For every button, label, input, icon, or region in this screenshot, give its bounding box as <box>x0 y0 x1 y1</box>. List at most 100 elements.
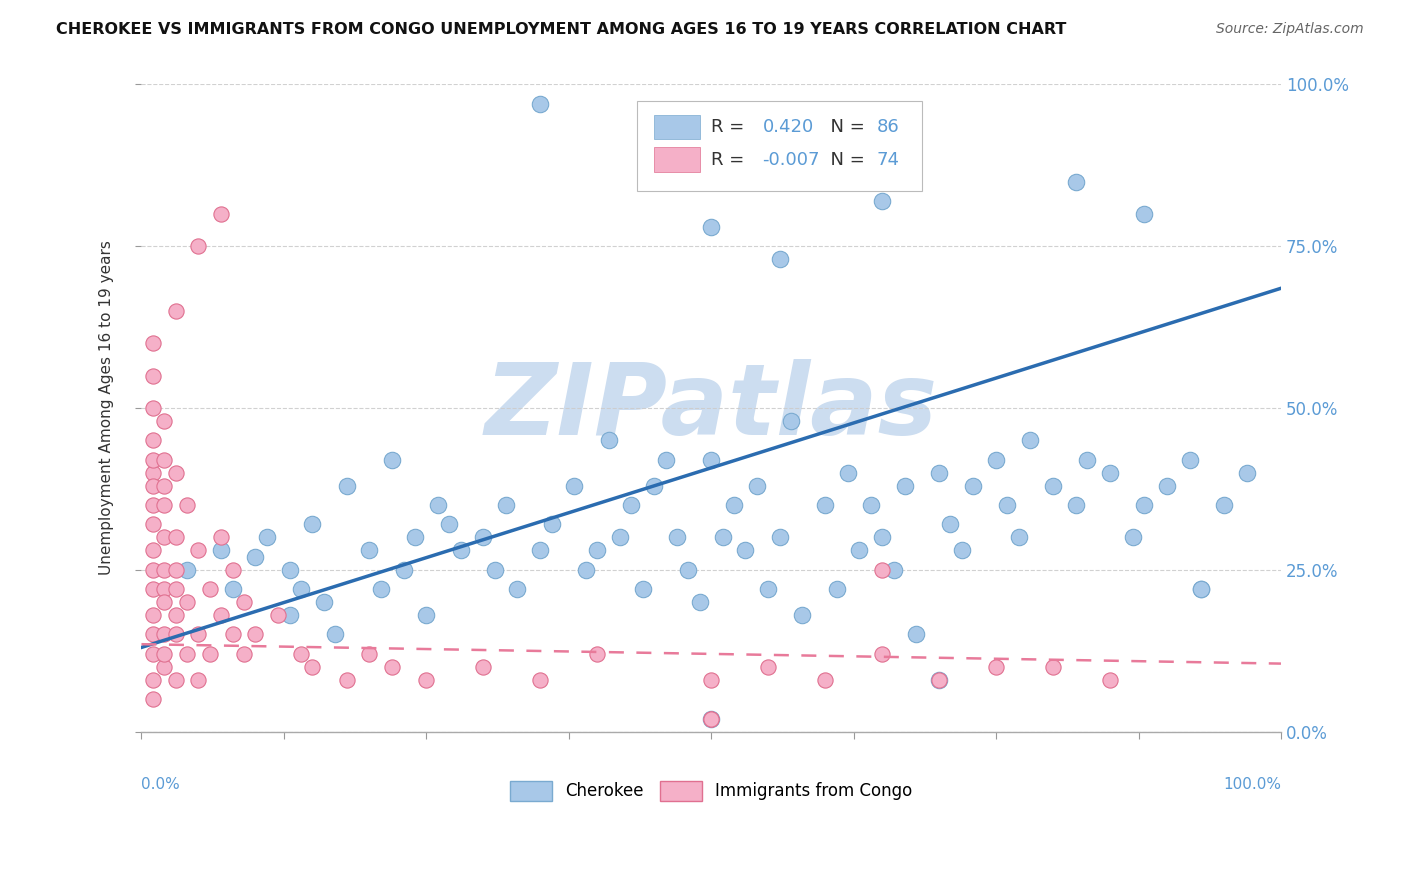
Point <box>165 530 187 544</box>
Point <box>153 452 176 467</box>
Point <box>792 608 814 623</box>
Point <box>928 673 950 687</box>
Text: ZIPatlas: ZIPatlas <box>485 359 938 457</box>
Y-axis label: Unemployment Among Ages 16 to 19 years: Unemployment Among Ages 16 to 19 years <box>100 241 114 575</box>
Point <box>153 595 176 609</box>
Point <box>620 498 643 512</box>
Point <box>278 563 301 577</box>
Point <box>666 530 689 544</box>
Point <box>700 712 723 726</box>
Text: CHEROKEE VS IMMIGRANTS FROM CONGO UNEMPLOYMENT AMONG AGES 16 TO 19 YEARS CORRELA: CHEROKEE VS IMMIGRANTS FROM CONGO UNEMPL… <box>56 22 1067 37</box>
Point <box>370 582 392 597</box>
Text: 74: 74 <box>876 151 900 169</box>
Point <box>700 712 723 726</box>
Point <box>176 647 198 661</box>
Point <box>586 647 609 661</box>
Point <box>165 608 187 623</box>
Point <box>894 155 917 169</box>
Point <box>575 563 598 577</box>
Point <box>142 563 165 577</box>
Point <box>1189 582 1212 597</box>
Point <box>209 530 232 544</box>
Text: Source: ZipAtlas.com: Source: ZipAtlas.com <box>1216 22 1364 37</box>
FancyBboxPatch shape <box>654 115 700 139</box>
Point <box>1064 498 1087 512</box>
Point <box>142 692 165 706</box>
Point <box>495 498 517 512</box>
Point <box>723 498 745 512</box>
Point <box>870 563 893 577</box>
Point <box>756 582 779 597</box>
Point <box>245 627 267 641</box>
Point <box>1098 673 1121 687</box>
Point <box>883 563 905 577</box>
Text: 86: 86 <box>876 118 900 136</box>
Text: N =: N = <box>820 151 870 169</box>
Point <box>142 673 165 687</box>
Point <box>335 673 357 687</box>
Point <box>142 517 165 532</box>
Point <box>187 627 209 641</box>
Point <box>198 647 221 661</box>
Point <box>142 401 165 415</box>
Point <box>142 627 165 641</box>
Point <box>756 660 779 674</box>
Point <box>1156 478 1178 492</box>
Point <box>176 563 198 577</box>
Point <box>301 660 323 674</box>
Point <box>814 673 837 687</box>
Point <box>529 543 551 558</box>
Point <box>165 563 187 577</box>
Point <box>711 530 734 544</box>
Point <box>142 543 165 558</box>
Point <box>472 530 495 544</box>
Point <box>359 543 381 558</box>
Point <box>323 627 346 641</box>
Point <box>209 543 232 558</box>
Point <box>1133 207 1156 221</box>
Point <box>233 595 256 609</box>
Point <box>870 530 893 544</box>
Point <box>153 647 176 661</box>
Point <box>267 608 290 623</box>
Point <box>187 239 209 253</box>
Point <box>290 647 312 661</box>
Point <box>984 452 1007 467</box>
Point <box>997 498 1019 512</box>
Point <box>928 673 950 687</box>
Text: 0.420: 0.420 <box>762 118 814 136</box>
Point <box>290 582 312 597</box>
Point <box>221 582 243 597</box>
Point <box>1098 466 1121 480</box>
Point <box>209 207 232 221</box>
Point <box>734 543 756 558</box>
Point <box>678 563 700 577</box>
Point <box>1042 660 1064 674</box>
Point <box>142 336 165 351</box>
Point <box>153 563 176 577</box>
Point <box>221 563 243 577</box>
Point <box>153 414 176 428</box>
Point <box>187 673 209 687</box>
Point <box>142 582 165 597</box>
Point <box>870 647 893 661</box>
Point <box>153 660 176 674</box>
Point <box>1189 582 1212 597</box>
Point <box>631 582 654 597</box>
Point <box>233 647 256 661</box>
Point <box>939 517 962 532</box>
Point <box>176 498 198 512</box>
Point <box>894 478 917 492</box>
Point <box>450 543 472 558</box>
Point <box>415 673 437 687</box>
Point <box>1064 174 1087 188</box>
Point <box>153 498 176 512</box>
Point <box>1178 452 1201 467</box>
Point <box>142 368 165 383</box>
Point <box>245 549 267 564</box>
Point <box>381 660 404 674</box>
Point <box>1133 498 1156 512</box>
Point <box>1019 434 1042 448</box>
FancyBboxPatch shape <box>654 147 700 172</box>
Point <box>437 517 460 532</box>
